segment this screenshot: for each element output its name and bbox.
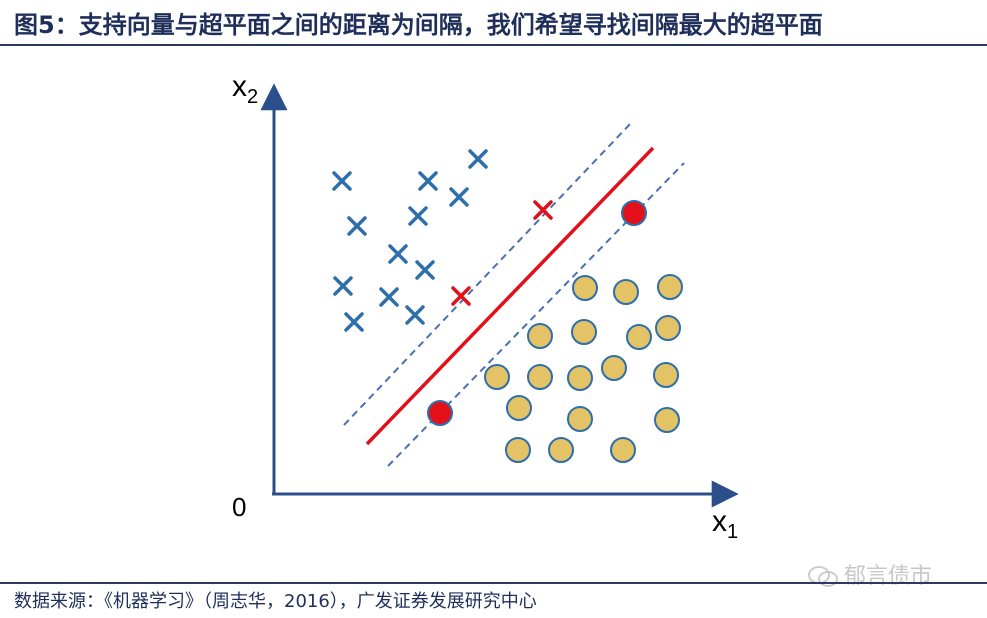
circle-point (548, 437, 574, 463)
support-vector-x-points (451, 200, 553, 306)
x-point (405, 305, 425, 325)
x-point (347, 216, 367, 236)
y-axis-label: x2 (232, 70, 259, 108)
circle-point (655, 315, 681, 341)
circle-point (571, 319, 597, 345)
circle-point (506, 395, 532, 421)
x-point (344, 312, 364, 332)
x-point (408, 206, 428, 226)
circle-point (567, 406, 593, 432)
x-point (332, 171, 352, 191)
circle-point (505, 437, 531, 463)
class-x-points (332, 149, 488, 332)
x-axis-label: x1 (712, 505, 739, 543)
footer-divider (0, 582, 987, 584)
watermark: 郁言债市 (808, 558, 932, 590)
circle-point (654, 407, 680, 433)
x-point (379, 287, 399, 307)
circle-point (653, 362, 679, 388)
origin-label: 0 (232, 492, 247, 522)
support-vector-circle (621, 200, 647, 226)
circle-point (657, 274, 683, 300)
x-point (388, 244, 408, 264)
circle-point (527, 323, 553, 349)
circle-point (572, 275, 598, 301)
support-vector-circle-points (427, 200, 647, 426)
x-point (415, 260, 435, 280)
x-point (418, 171, 438, 191)
circle-point (567, 365, 593, 391)
x-point (449, 187, 469, 207)
circle-point (613, 279, 639, 305)
support-vector-x (451, 286, 471, 306)
source-note: 数据来源：《机器学习》（周志华，2016），广发证券发展研究中心 (14, 591, 537, 612)
x-point (468, 149, 488, 169)
title-divider (0, 44, 987, 46)
circle-point (610, 437, 636, 463)
upper-margin-line (343, 122, 632, 426)
class-circle-points (484, 274, 683, 463)
circle-point (484, 364, 510, 390)
x-point (333, 276, 353, 296)
wechat-icon (808, 566, 838, 587)
support-vector-x (533, 200, 553, 220)
svm-diagram (260, 83, 739, 508)
figure-title: 图5：支持向量与超平面之间的距离为间隔，我们希望寻找间隔最大的超平面 (14, 11, 823, 39)
circle-point (527, 364, 553, 390)
separating-hyperplane (365, 146, 655, 446)
circle-point (601, 355, 627, 381)
support-vector-circle (427, 400, 453, 426)
circle-point (626, 324, 652, 350)
watermark-text: 郁言债市 (844, 564, 933, 589)
